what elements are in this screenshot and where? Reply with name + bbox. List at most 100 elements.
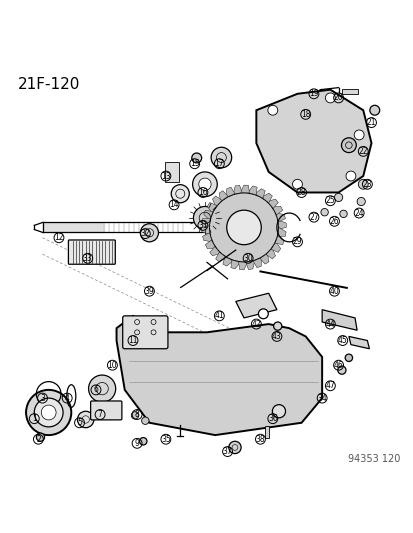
Circle shape [228, 441, 240, 454]
Polygon shape [247, 186, 256, 195]
Polygon shape [222, 257, 233, 266]
Polygon shape [277, 228, 285, 237]
Polygon shape [233, 185, 242, 194]
Polygon shape [205, 240, 215, 248]
Text: 27: 27 [309, 213, 318, 222]
Circle shape [273, 322, 281, 330]
FancyBboxPatch shape [90, 401, 121, 420]
Circle shape [339, 210, 347, 217]
Polygon shape [348, 336, 368, 349]
Circle shape [325, 93, 335, 103]
Text: 36: 36 [267, 414, 277, 423]
FancyBboxPatch shape [122, 316, 168, 349]
Polygon shape [321, 310, 356, 330]
Text: 46: 46 [333, 361, 343, 370]
Polygon shape [203, 210, 212, 220]
Circle shape [267, 106, 277, 115]
Circle shape [354, 130, 363, 140]
Text: 13: 13 [161, 172, 170, 181]
FancyBboxPatch shape [68, 240, 115, 264]
Polygon shape [261, 193, 272, 203]
Polygon shape [267, 199, 278, 208]
Polygon shape [245, 261, 254, 270]
Text: 7: 7 [97, 410, 102, 419]
Text: 25: 25 [325, 196, 335, 205]
Text: 47: 47 [325, 381, 335, 390]
Circle shape [192, 172, 217, 197]
Text: 39: 39 [144, 287, 154, 296]
Circle shape [358, 179, 367, 189]
Polygon shape [278, 220, 286, 229]
Polygon shape [215, 252, 226, 262]
Circle shape [191, 153, 201, 163]
Text: 8: 8 [134, 410, 139, 419]
Circle shape [211, 147, 231, 168]
Polygon shape [230, 260, 240, 269]
Text: 10: 10 [107, 361, 117, 370]
Polygon shape [275, 213, 285, 222]
Polygon shape [240, 185, 249, 193]
Text: 6: 6 [93, 385, 98, 394]
Text: 28: 28 [296, 188, 306, 197]
Polygon shape [218, 191, 228, 201]
Circle shape [292, 179, 301, 189]
Circle shape [36, 433, 45, 441]
Text: 18: 18 [300, 110, 310, 119]
Circle shape [272, 405, 285, 418]
Bar [341, 89, 358, 94]
Text: 4: 4 [64, 393, 69, 402]
Polygon shape [275, 235, 284, 245]
Text: 17: 17 [214, 159, 223, 168]
Circle shape [139, 438, 147, 445]
Text: 11: 11 [128, 336, 138, 345]
Circle shape [209, 192, 278, 262]
Text: 1: 1 [32, 414, 37, 423]
Text: 30: 30 [243, 254, 252, 263]
Polygon shape [201, 225, 209, 235]
Polygon shape [256, 90, 370, 192]
Circle shape [26, 390, 71, 435]
Text: 2: 2 [36, 435, 40, 443]
Polygon shape [202, 233, 211, 241]
Circle shape [141, 417, 149, 424]
Polygon shape [207, 203, 216, 213]
Circle shape [369, 106, 379, 115]
Text: 42: 42 [251, 320, 261, 328]
Text: 32: 32 [140, 229, 150, 238]
Circle shape [88, 375, 115, 402]
Circle shape [341, 138, 356, 152]
Polygon shape [202, 219, 210, 228]
Circle shape [320, 208, 328, 216]
Polygon shape [226, 187, 234, 197]
Text: 5: 5 [77, 418, 82, 427]
Polygon shape [252, 257, 261, 268]
Circle shape [345, 171, 355, 181]
Circle shape [356, 197, 364, 206]
Text: 34: 34 [316, 393, 326, 402]
Text: 21: 21 [366, 118, 375, 127]
Text: 40: 40 [329, 287, 339, 296]
Bar [264, 426, 268, 438]
Text: 43: 43 [271, 332, 281, 341]
Text: 3: 3 [40, 393, 45, 402]
Polygon shape [266, 248, 275, 259]
Polygon shape [272, 206, 282, 215]
Circle shape [258, 309, 268, 319]
Text: 9: 9 [134, 439, 139, 448]
Text: 19: 19 [309, 90, 318, 98]
Text: 15: 15 [190, 159, 199, 168]
Polygon shape [116, 316, 321, 435]
Text: 44: 44 [325, 320, 335, 328]
Text: 38: 38 [255, 435, 265, 443]
Circle shape [77, 411, 94, 427]
Polygon shape [259, 253, 268, 264]
Text: 41: 41 [214, 311, 223, 320]
Circle shape [344, 354, 352, 361]
Circle shape [337, 366, 345, 374]
Circle shape [131, 411, 138, 419]
Polygon shape [235, 293, 276, 318]
Circle shape [198, 178, 211, 190]
Text: 16: 16 [197, 188, 207, 197]
Text: 24: 24 [354, 208, 363, 217]
Polygon shape [212, 196, 221, 207]
